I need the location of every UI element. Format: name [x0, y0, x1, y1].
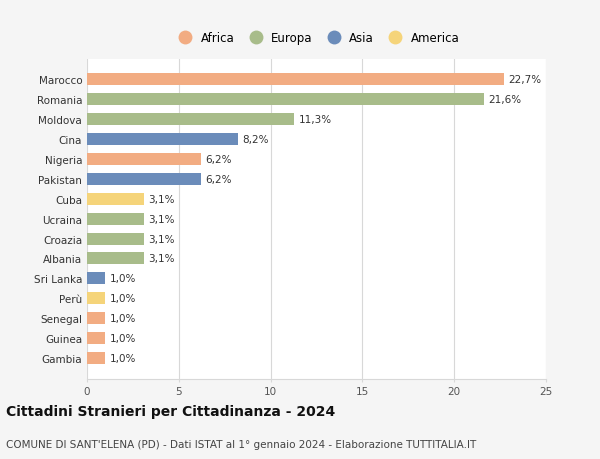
Text: 11,3%: 11,3% — [299, 115, 332, 125]
Text: 6,2%: 6,2% — [205, 155, 232, 165]
Bar — [87, 253, 144, 265]
Bar — [87, 213, 144, 225]
Text: 21,6%: 21,6% — [488, 95, 521, 105]
Text: 3,1%: 3,1% — [149, 214, 175, 224]
Bar — [87, 134, 238, 146]
Bar — [87, 174, 201, 185]
Text: 1,0%: 1,0% — [110, 333, 136, 343]
Bar — [87, 313, 106, 325]
Bar — [87, 293, 106, 305]
Text: 6,2%: 6,2% — [205, 174, 232, 185]
Text: 1,0%: 1,0% — [110, 313, 136, 324]
Legend: Africa, Europa, Asia, America: Africa, Europa, Asia, America — [169, 27, 464, 50]
Text: 3,1%: 3,1% — [149, 254, 175, 264]
Bar — [87, 273, 106, 285]
Text: 3,1%: 3,1% — [149, 194, 175, 204]
Bar — [87, 352, 106, 364]
Text: Cittadini Stranieri per Cittadinanza - 2024: Cittadini Stranieri per Cittadinanza - 2… — [6, 404, 335, 419]
Text: 8,2%: 8,2% — [242, 135, 269, 145]
Text: 1,0%: 1,0% — [110, 353, 136, 363]
Text: 3,1%: 3,1% — [149, 234, 175, 244]
Bar — [87, 193, 144, 205]
Bar — [87, 94, 484, 106]
Text: 1,0%: 1,0% — [110, 274, 136, 284]
Text: COMUNE DI SANT'ELENA (PD) - Dati ISTAT al 1° gennaio 2024 - Elaborazione TUTTITA: COMUNE DI SANT'ELENA (PD) - Dati ISTAT a… — [6, 440, 476, 449]
Text: 1,0%: 1,0% — [110, 294, 136, 303]
Bar — [87, 114, 295, 126]
Text: 22,7%: 22,7% — [508, 75, 541, 85]
Bar — [87, 332, 106, 344]
Bar — [87, 233, 144, 245]
Bar — [87, 154, 201, 166]
Bar — [87, 74, 504, 86]
